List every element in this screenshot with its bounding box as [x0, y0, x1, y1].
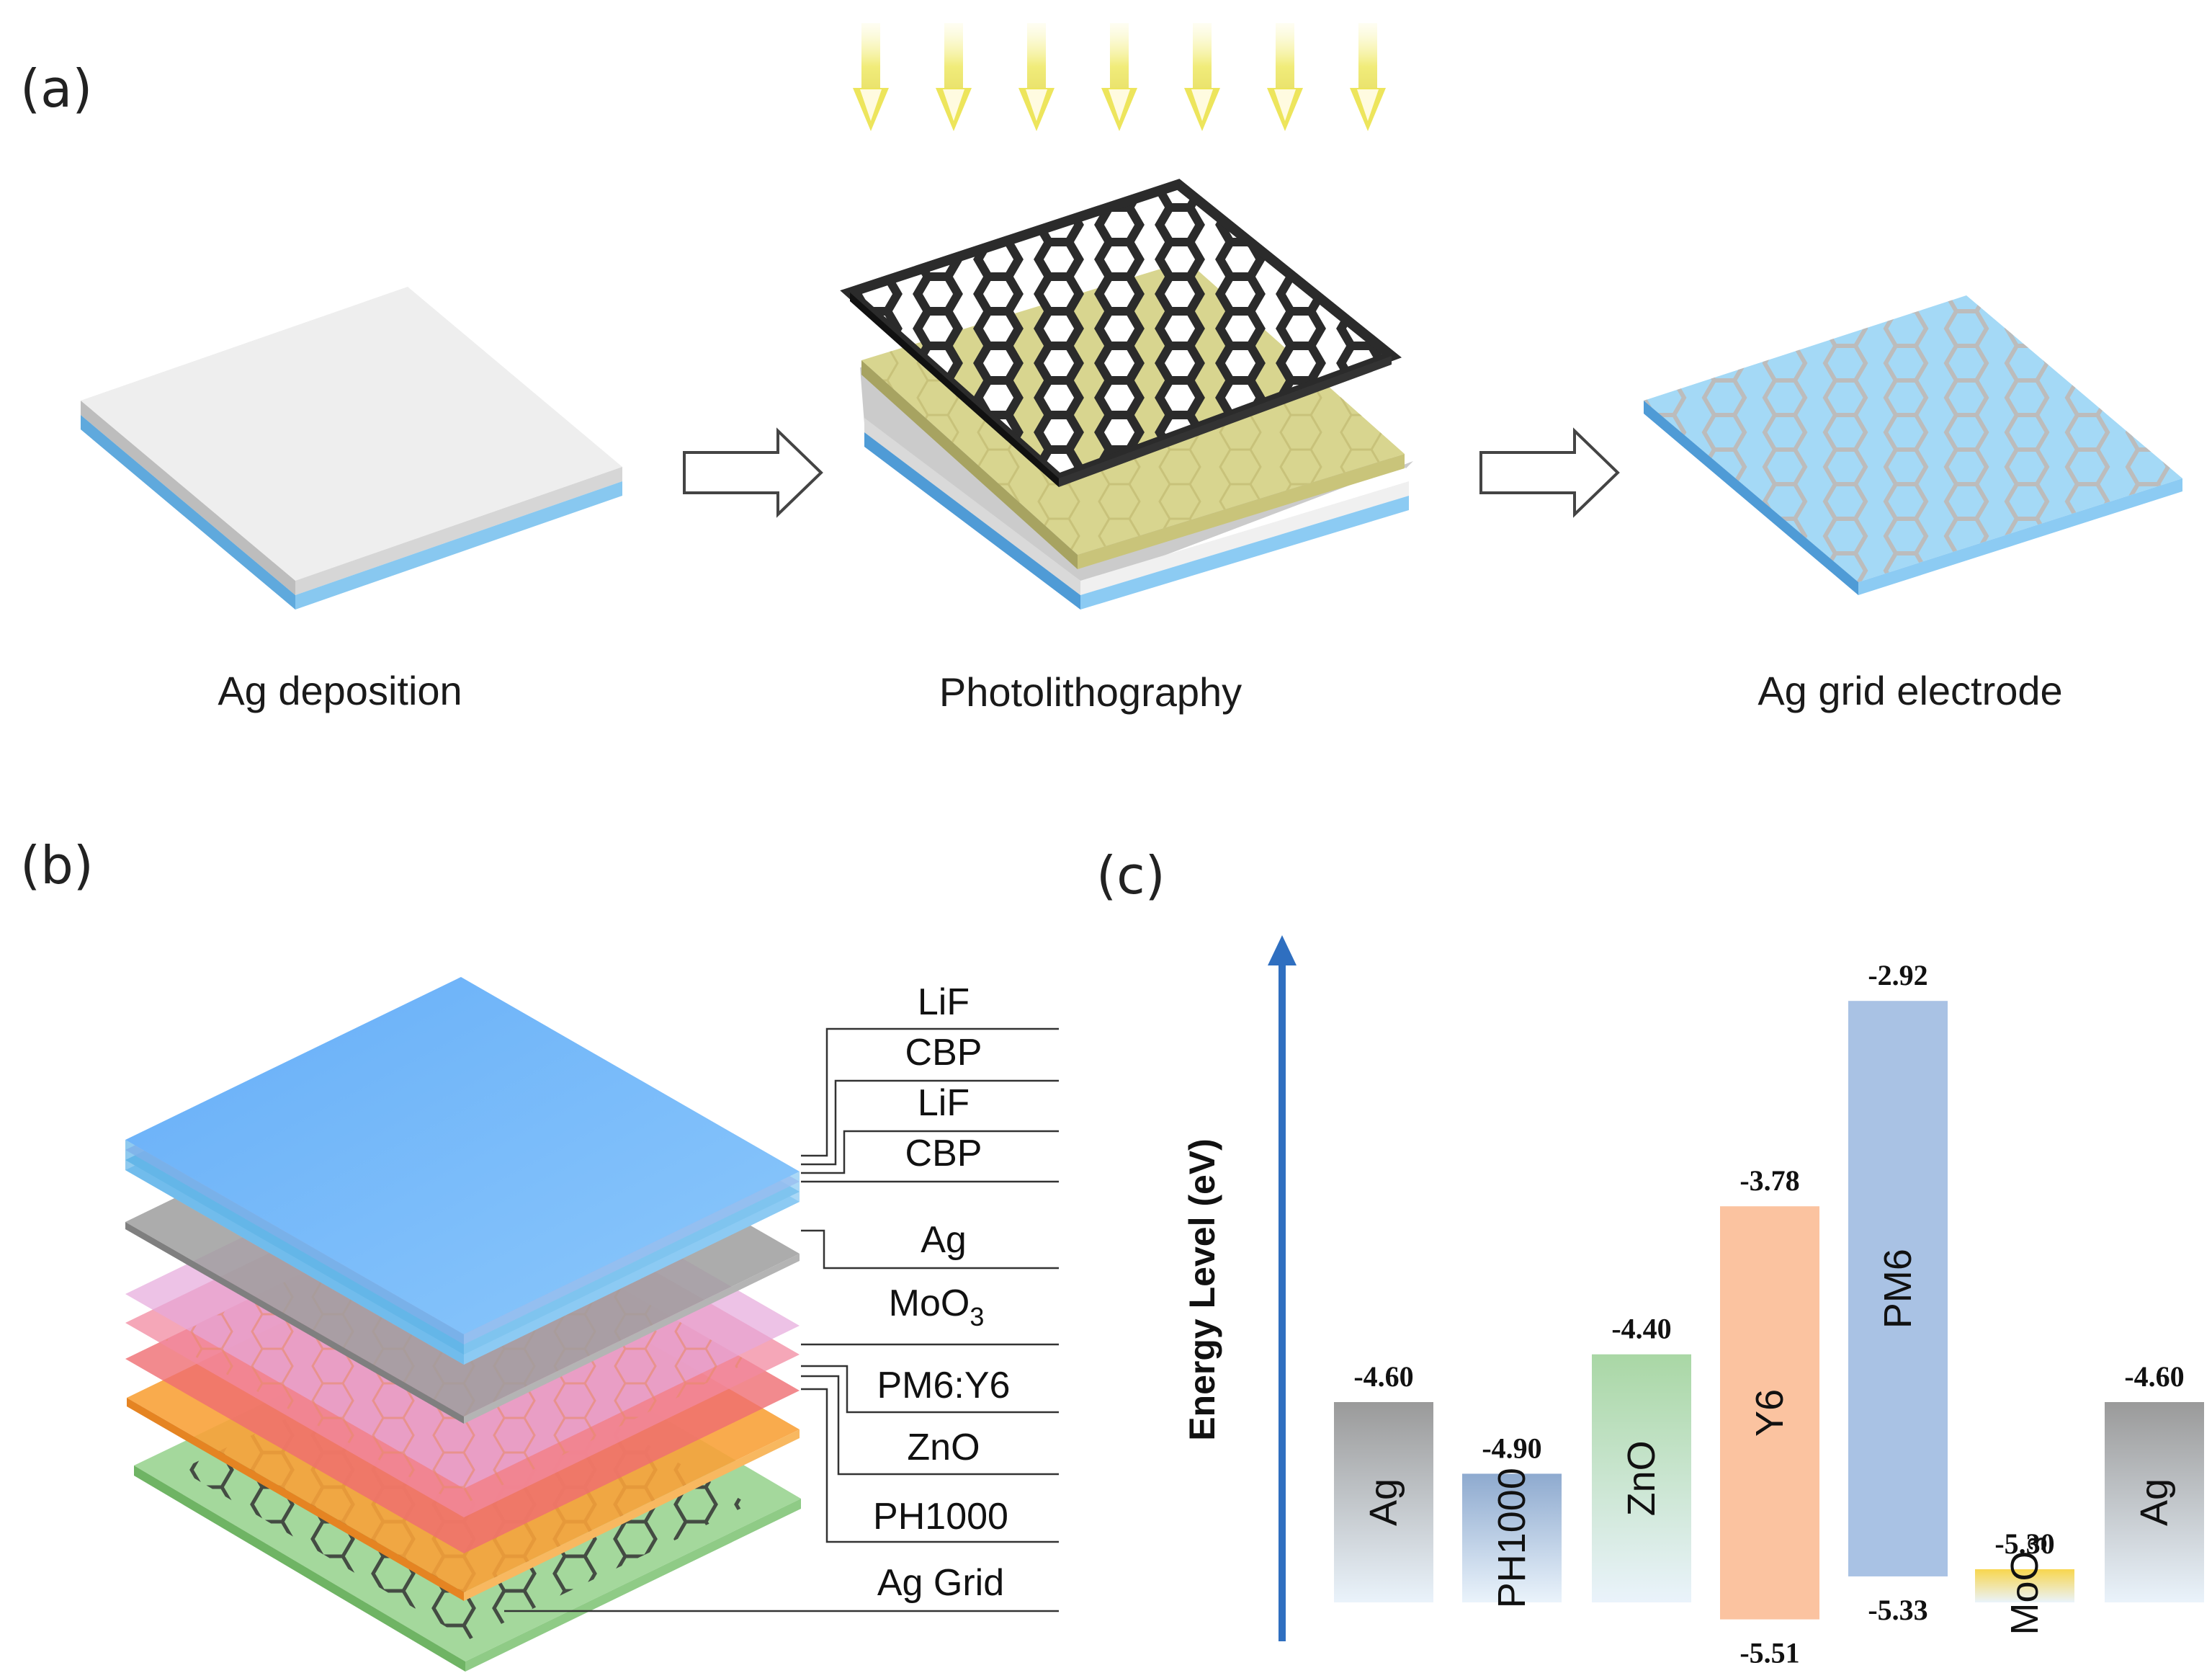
value-label-bottom-4: -5.33 [1868, 1594, 1927, 1626]
panel-a-label: (a) [20, 58, 92, 119]
energy-bar-pm6-4 [1848, 1001, 1948, 1576]
energy-axis-label: Energy Level (eV) [1182, 1138, 1222, 1441]
bar-name-0: Ag [1362, 1478, 1405, 1526]
value-label-top-3: -3.78 [1739, 1164, 1799, 1197]
light-arrow-icon [1350, 23, 1386, 131]
value-label-top-4: -2.92 [1868, 959, 1927, 991]
value-label-top-2: -4.40 [1611, 1313, 1671, 1345]
device-exploded-stack [125, 977, 801, 1672]
photomask [840, 179, 1402, 487]
layer-label-cbp-2: CBP [905, 1133, 982, 1174]
energy-bar-moo3-5 [1975, 1569, 2074, 1602]
energy-axis-arrowhead [1268, 935, 1297, 965]
ag-deposition-substrate [81, 287, 622, 610]
process-arrow-icon [683, 427, 823, 518]
light-arrow-icon [853, 23, 889, 131]
value-label-top-0: -4.60 [1353, 1360, 1413, 1393]
bar-name-4: PM6 [1876, 1249, 1920, 1329]
energy-bar-ph1000-1 [1462, 1473, 1562, 1602]
bar-name-3: Y6 [1748, 1389, 1791, 1437]
bar-name-1: PH1000 [1490, 1468, 1533, 1608]
value-label-top-6: -4.60 [2124, 1360, 2184, 1393]
light-arrow-icon [1018, 23, 1054, 131]
layer-label-zno: ZnO [907, 1427, 980, 1468]
energy-bar-zno-2 [1592, 1354, 1691, 1602]
layer-label-ag: Ag [921, 1219, 967, 1261]
energy-level-bars: -4.60 Ag -4.90 PH1000 -4.40 ZnO -3.78 -5.51 Y6 -2… [1334, 959, 2204, 1669]
energy-axis: Energy Level (eV) [1182, 935, 1297, 1641]
panel-c-label: (c) [1096, 845, 1165, 906]
bar-name-2: ZnO [1620, 1440, 1663, 1516]
step-caption-ag-deposition: Ag deposition [218, 668, 462, 713]
layer-label-moo3: MoO3 [889, 1282, 985, 1331]
uv-light-arrows [853, 23, 1386, 131]
value-label-top-5: -5.30 [1994, 1527, 2054, 1560]
energy-bar-ag-0 [1334, 1402, 1433, 1602]
layer-lif-cbp [125, 977, 800, 1365]
energy-bar-y6-3 [1720, 1206, 1819, 1620]
light-arrow-icon [1267, 23, 1303, 131]
value-label-bottom-3: -5.51 [1739, 1637, 1799, 1669]
layer-label-ag-grid: Ag Grid [877, 1562, 1004, 1604]
light-arrow-icon [1184, 23, 1220, 131]
process-arrow-icon [1479, 427, 1620, 518]
light-arrow-icon [1101, 23, 1137, 131]
step-caption-photolithography: Photolithography [939, 669, 1242, 715]
layer-label-lif-2: LiF [918, 1082, 970, 1124]
layer-leader-lines [504, 1027, 1059, 1612]
layer-label-lif-1: LiF [918, 981, 970, 1023]
light-arrow-icon [936, 23, 972, 131]
panel-b-label: (b) [20, 835, 94, 896]
step-caption-ag-grid-electrode: Ag grid electrode [1757, 668, 2062, 713]
bar-name-6: Ag [2133, 1478, 2176, 1526]
ag-grid-electrode [1644, 295, 2182, 595]
layer-label-cbp-1: CBP [905, 1032, 982, 1074]
photolithography-stack [840, 179, 1413, 610]
value-label-top-1: -4.90 [1482, 1432, 1541, 1464]
energy-bar-ag-6 [2105, 1402, 2204, 1602]
layer-label-ph1000: PH1000 [873, 1496, 1008, 1538]
layer-label-pm6-y6: PM6:Y6 [877, 1365, 1011, 1406]
bar-name-5: MoO3 [2003, 1536, 2052, 1635]
